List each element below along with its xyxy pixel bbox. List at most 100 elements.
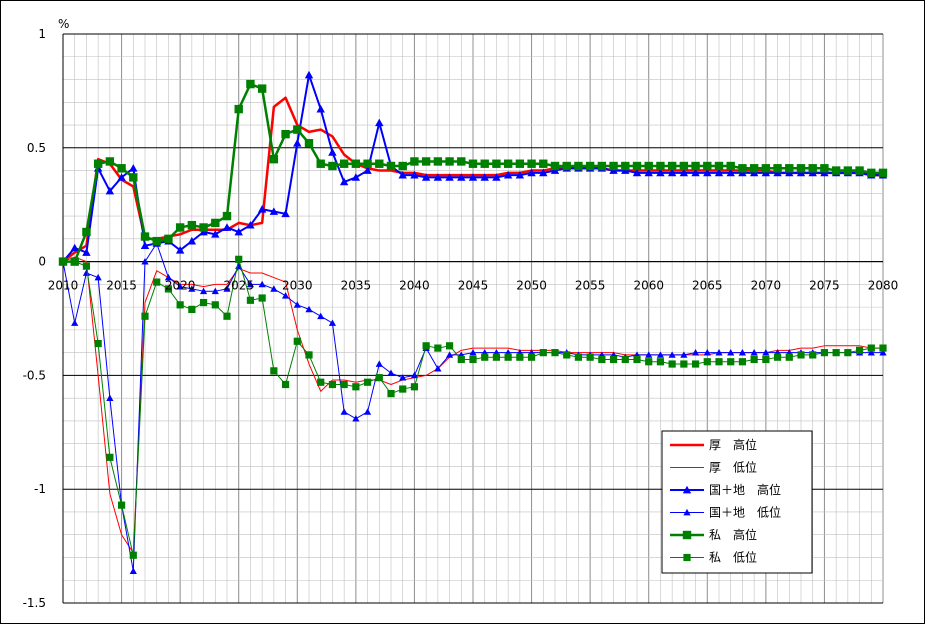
data-point-square xyxy=(867,344,875,352)
data-point-triangle xyxy=(715,349,723,356)
data-point-square xyxy=(246,296,255,304)
data-point-triangle xyxy=(223,285,231,292)
data-point-square xyxy=(738,358,747,366)
data-point-square xyxy=(644,161,653,171)
data-point-square xyxy=(727,358,735,366)
data-point-square xyxy=(691,360,700,368)
data-point-triangle xyxy=(375,360,383,367)
data-point-square xyxy=(516,353,524,361)
data-point-triangle xyxy=(656,351,665,358)
data-point-triangle xyxy=(257,205,267,213)
data-point-square xyxy=(703,358,711,366)
data-point-square xyxy=(785,164,794,173)
data-point-square xyxy=(586,353,594,361)
data-point-square xyxy=(820,349,829,357)
x-tick-label: 2050 xyxy=(516,279,547,293)
data-point-square xyxy=(58,257,68,266)
data-point-triangle xyxy=(176,283,184,290)
legend-label: 国＋地 低位 xyxy=(709,505,781,520)
data-point-square xyxy=(808,164,817,173)
data-point-triangle xyxy=(281,209,290,218)
data-point-square xyxy=(316,159,325,168)
data-point-square xyxy=(328,161,337,171)
data-point-triangle xyxy=(762,349,770,356)
data-point-triangle xyxy=(351,173,361,181)
data-point-square xyxy=(773,353,782,361)
data-point-triangle xyxy=(222,223,232,231)
data-point-square xyxy=(352,383,360,391)
data-point-triangle xyxy=(421,173,431,181)
data-point-square xyxy=(550,161,560,171)
data-point-square xyxy=(878,168,888,178)
data-point-square xyxy=(750,355,758,364)
data-point-triangle xyxy=(410,170,419,179)
data-point-triangle xyxy=(703,168,712,177)
data-point-square xyxy=(375,159,384,168)
data-point-square xyxy=(691,161,700,171)
tick-labels: 2010 2015 2020 2025 2030 2035 2040 2045 2050 2055… xyxy=(23,27,899,610)
data-point-triangle xyxy=(363,408,372,415)
data-point-triangle xyxy=(668,351,676,358)
data-point-square xyxy=(129,551,137,559)
data-point-triangle xyxy=(750,349,758,356)
data-point-triangle xyxy=(656,168,665,177)
data-point-square xyxy=(188,305,196,313)
data-point-triangle xyxy=(269,207,279,215)
data-point-triangle xyxy=(445,351,454,358)
data-point-triangle xyxy=(164,273,173,281)
data-point-square xyxy=(129,173,138,182)
data-point-triangle xyxy=(270,285,278,292)
data-point-square xyxy=(164,234,173,244)
data-point-square xyxy=(82,227,91,237)
data-point-square xyxy=(726,161,735,171)
data-point-triangle xyxy=(82,248,91,256)
data-point-triangle xyxy=(70,243,79,252)
data-point-triangle xyxy=(457,173,466,181)
data-point-square xyxy=(399,385,407,393)
data-point-triangle xyxy=(691,168,700,177)
data-point-triangle xyxy=(433,173,443,181)
x-tick-label: 2060 xyxy=(633,279,664,293)
data-point-triangle xyxy=(293,139,302,147)
data-point-square xyxy=(293,125,302,134)
data-point-triangle xyxy=(879,349,887,356)
data-point-triangle xyxy=(703,349,711,356)
data-point-square xyxy=(328,380,337,389)
legend-label: 国＋地 高位 xyxy=(709,482,781,497)
data-point-triangle xyxy=(644,168,653,177)
data-point-square xyxy=(820,164,829,173)
data-point-square xyxy=(749,164,759,173)
data-point-triangle xyxy=(305,305,313,313)
x-tick-label: 2030 xyxy=(282,279,313,293)
x-tick-label: 2035 xyxy=(341,279,372,293)
data-point-triangle xyxy=(539,168,548,177)
data-point-square xyxy=(809,351,817,359)
data-point-square xyxy=(235,255,243,263)
data-point-square xyxy=(539,159,548,168)
y-tick-label: 1 xyxy=(38,27,46,41)
data-point-triangle xyxy=(199,287,208,295)
data-point-square xyxy=(867,168,876,178)
data-point-square xyxy=(176,301,184,309)
legend-label: 私 高位 xyxy=(709,527,757,542)
data-point-square xyxy=(422,342,430,350)
x-tick-label: 2080 xyxy=(868,279,899,293)
data-point-triangle xyxy=(410,371,419,379)
data-point-triangle xyxy=(515,170,525,179)
data-point-triangle xyxy=(304,70,314,79)
data-point-triangle xyxy=(645,351,653,358)
data-point-triangle xyxy=(82,269,91,276)
data-point-triangle xyxy=(363,166,372,174)
data-point-square xyxy=(94,339,102,348)
data-point-square xyxy=(445,157,454,166)
data-point-square xyxy=(106,453,114,461)
data-point-square xyxy=(187,220,197,230)
data-point-square xyxy=(445,342,454,350)
data-point-triangle xyxy=(71,319,79,326)
data-point-triangle xyxy=(445,173,454,181)
data-point-square xyxy=(504,353,512,361)
data-point-triangle xyxy=(339,177,349,186)
data-point-square xyxy=(93,159,103,168)
data-point-square xyxy=(269,154,279,164)
